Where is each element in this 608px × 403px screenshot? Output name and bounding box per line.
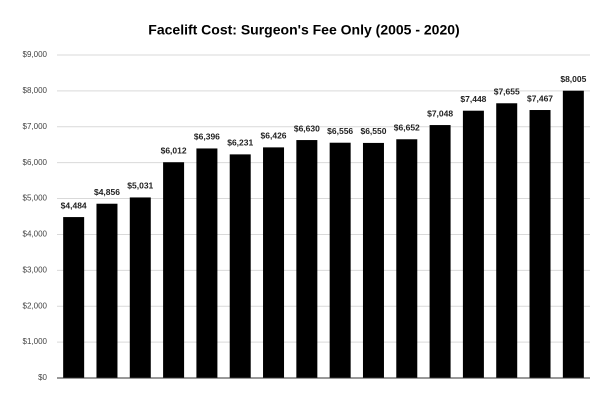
value-label: $8,005 (560, 74, 586, 84)
value-label: $6,550 (360, 126, 386, 136)
value-label: $6,652 (394, 123, 420, 133)
value-label: $7,048 (427, 108, 453, 118)
value-label: $7,655 (494, 87, 520, 97)
value-label: $7,448 (460, 94, 486, 104)
value-label: $6,426 (261, 131, 287, 141)
y-tick-label: $6,000 (23, 158, 48, 167)
bar (329, 142, 351, 378)
bar (529, 110, 551, 378)
bar (129, 197, 151, 378)
bar (562, 90, 584, 378)
value-label: $6,231 (227, 138, 253, 148)
value-label: $7,467 (527, 93, 553, 103)
bar (229, 154, 251, 378)
bar (63, 217, 85, 378)
y-tick-label: $0 (38, 373, 47, 382)
y-tick-label: $8,000 (23, 86, 48, 95)
value-label: $6,630 (294, 123, 320, 133)
y-tick-label: $7,000 (23, 122, 48, 131)
value-label: $6,012 (161, 145, 187, 155)
value-label: $5,031 (127, 181, 153, 191)
y-tick-label: $5,000 (23, 194, 48, 203)
value-label: $6,396 (194, 132, 220, 142)
value-label: $4,484 (61, 200, 87, 210)
y-tick-label: $4,000 (23, 230, 48, 239)
y-tick-label: $3,000 (23, 265, 48, 274)
bar (362, 142, 384, 378)
y-tick-label: $9,000 (23, 50, 48, 59)
value-label: $4,856 (94, 187, 120, 197)
y-tick-label: $2,000 (23, 301, 48, 310)
chart-title: Facelift Cost: Surgeon's Fee Only (2005 … (148, 22, 459, 38)
bar (96, 203, 118, 378)
bar (296, 140, 318, 378)
y-tick-label: $1,000 (23, 337, 48, 346)
bar (396, 139, 418, 378)
bar (196, 148, 218, 378)
bar (163, 162, 185, 378)
bar (263, 147, 285, 378)
bar (429, 125, 451, 378)
value-label: $6,556 (327, 126, 353, 136)
bar (496, 103, 518, 378)
bar (462, 110, 484, 378)
